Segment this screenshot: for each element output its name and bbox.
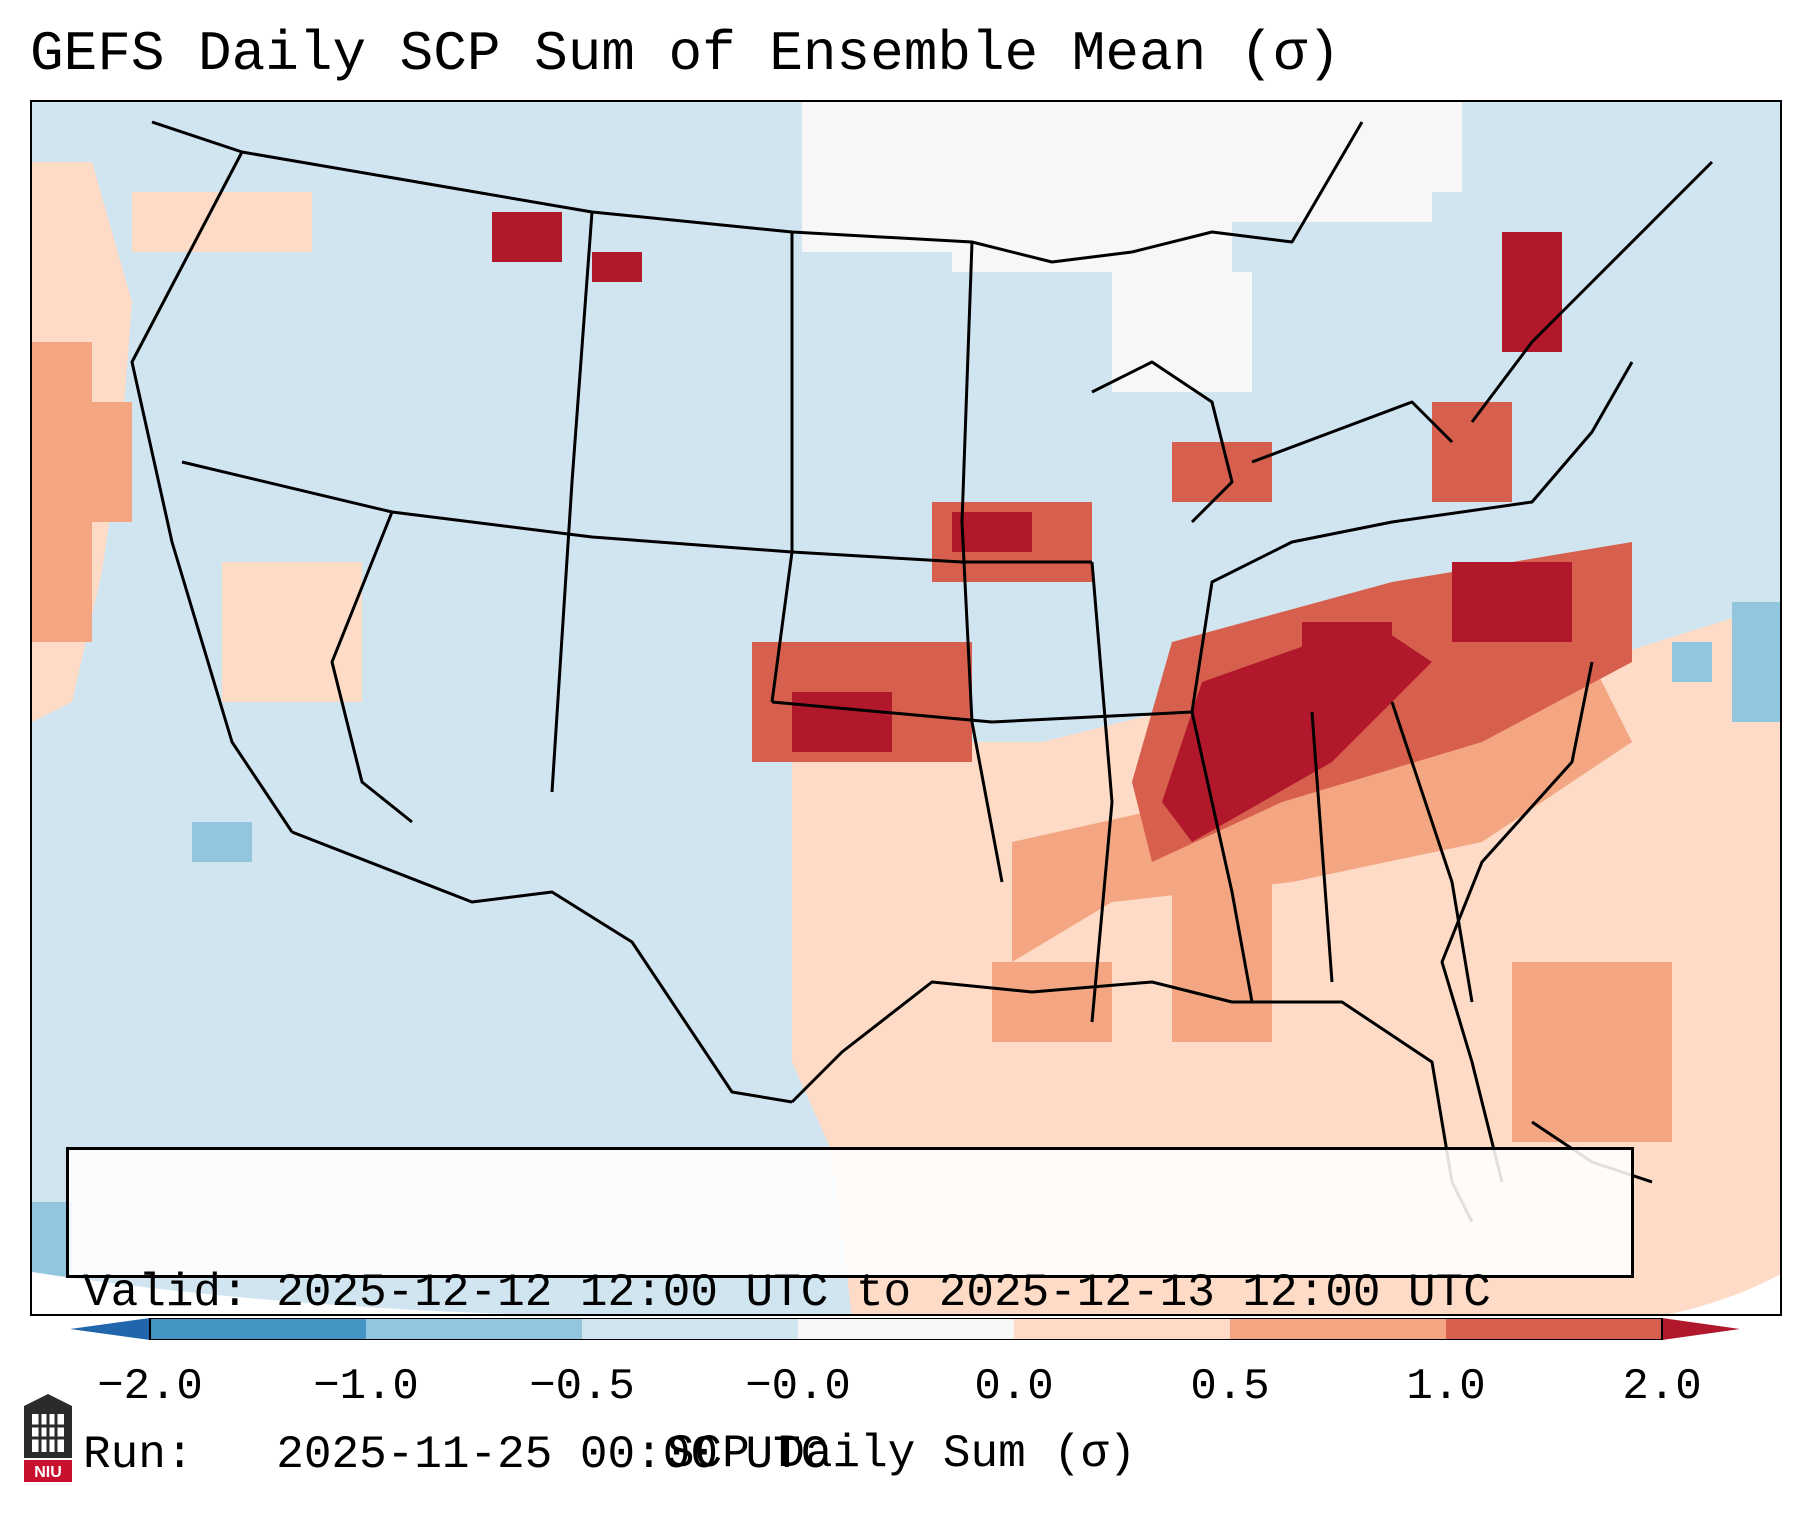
- colorbar-segment: [150, 1318, 366, 1340]
- colorbar-tick: −0.0: [745, 1362, 851, 1412]
- colorbar-segment: [1446, 1318, 1662, 1340]
- northeast-borders: [1190, 361, 1634, 713]
- map-title: GEFS Daily SCP Sum of Ensemble Mean (σ): [30, 22, 1341, 86]
- colorbar-segment: [366, 1318, 582, 1340]
- map-panel: [30, 100, 1782, 1316]
- west-coast: [130, 151, 294, 833]
- colorbar-outline: [149, 1318, 1663, 1340]
- run-label: Run:: [83, 1429, 194, 1481]
- colorbar-tick: −2.0: [97, 1362, 203, 1412]
- colorbar-tick: 1.0: [1406, 1362, 1486, 1412]
- valid-row: Valid: 2025-12-12 12:00 UTC to 2025-12-1…: [83, 1266, 1617, 1320]
- colorbar-tick: −0.5: [529, 1362, 635, 1412]
- east-coast: [1440, 661, 1594, 1183]
- great-lakes: [1091, 360, 1234, 524]
- colorbar-extend-high: [1662, 1318, 1740, 1340]
- pacific-moderate: [32, 342, 132, 642]
- colorbar-ticks: −2.0 −1.0 −0.5 −0.0 0.0 0.5 1.0 2.0: [0, 1360, 1803, 1416]
- run-text: 2025-11-25 00:00 UTC: [276, 1429, 829, 1481]
- projection-edge-right: [1670, 1274, 1780, 1314]
- colorbar-tick: 0.0: [974, 1362, 1054, 1412]
- valid-label: Valid:: [83, 1267, 249, 1319]
- neutral-areas: [802, 102, 1462, 392]
- projection-edge-left: [32, 1272, 505, 1314]
- valid-time-box: Valid: 2025-12-12 12:00 UTC to 2025-12-1…: [66, 1147, 1634, 1481]
- colorbar-segment: [1230, 1318, 1446, 1340]
- colorbar-segment: [798, 1318, 1014, 1340]
- colorbar-segment: [582, 1318, 798, 1340]
- colorbar-label: SCP Daily Sum (σ): [666, 1428, 1137, 1480]
- svg-text:NIU: NIU: [34, 1464, 62, 1481]
- colorbar-extend-low: [70, 1318, 150, 1340]
- colorbar-tick: −1.0: [313, 1362, 419, 1412]
- colorbar-segment: [1014, 1318, 1230, 1340]
- map-canvas: [32, 102, 1780, 1314]
- gulf-coast: [790, 980, 1474, 1223]
- valid-text: 2025-12-12 12:00 UTC to 2025-12-13 12:00…: [276, 1267, 1491, 1319]
- extreme-positive: [492, 212, 1572, 842]
- niu-logo-icon: NIU: [24, 1394, 72, 1482]
- colorbar: [70, 1318, 1740, 1340]
- run-row: Run: 2025-11-25 00:00 UTC: [83, 1428, 1617, 1482]
- political-borders: [130, 120, 1714, 1223]
- colorbar-tick: 0.5: [1190, 1362, 1270, 1412]
- us-mexico-border: [291, 830, 793, 1104]
- colorbar-tick: 2.0: [1622, 1362, 1702, 1412]
- negative-areas: [32, 602, 1780, 1282]
